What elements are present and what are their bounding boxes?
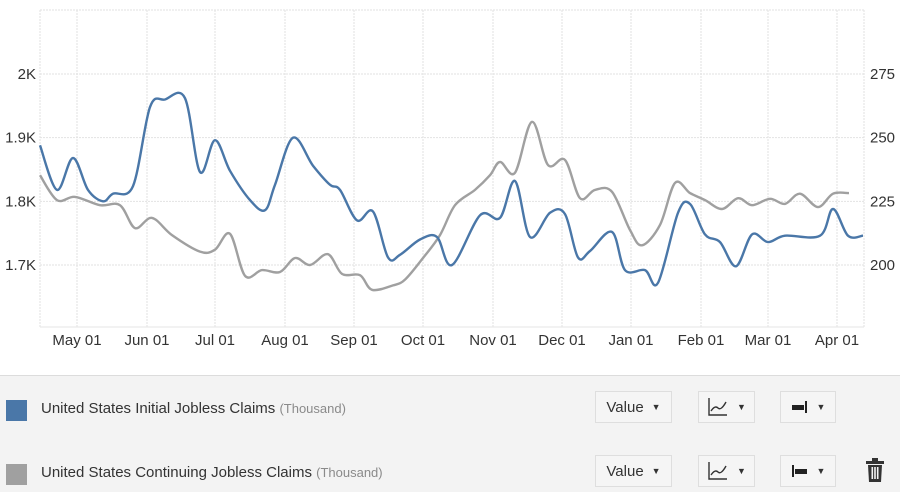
value-dropdown[interactable]: Value ▼ <box>595 455 672 487</box>
right-axis-tick: 200 <box>870 257 895 274</box>
left-axis-tick: 1.7K <box>5 257 36 274</box>
chart-type-dropdown[interactable]: ▼ <box>698 455 755 487</box>
x-axis-tick: Dec 01 <box>538 332 586 349</box>
x-axis-tick: Jun 01 <box>124 332 169 349</box>
left-axis-icon <box>791 465 807 477</box>
series-title: United States Initial Jobless Claims <box>41 400 276 417</box>
series-unit: (Thousand) <box>279 401 346 416</box>
line-chart: 1.7K 1.8K 1.9K 2K 200 225 250 275 May 01 Jun 01 Ju… <box>5 9 895 349</box>
value-dropdown-label: Value <box>606 462 644 480</box>
caret-down-icon: ▼ <box>737 402 746 412</box>
legend-row-continuing-claims: United States Continuing Jobless Claims … <box>0 455 900 489</box>
x-axis-tick: Mar 01 <box>745 332 792 349</box>
series-color-swatch[interactable] <box>6 464 27 485</box>
legend-panel: United States Initial Jobless Claims (Th… <box>0 375 900 492</box>
chart-type-dropdown[interactable]: ▼ <box>698 391 755 423</box>
series-name: United States Continuing Jobless Claims … <box>41 464 383 481</box>
continuing-claims-line[interactable] <box>38 120 850 292</box>
x-axis-tick: May 01 <box>52 332 101 349</box>
series-color-swatch[interactable] <box>6 400 27 421</box>
x-axis-tick: Aug 01 <box>261 332 309 349</box>
caret-down-icon: ▼ <box>816 402 826 412</box>
x-axis-tick: Sep 01 <box>330 332 378 349</box>
series-unit: (Thousand) <box>316 465 383 480</box>
axis-dropdown[interactable]: ▼ <box>780 455 836 487</box>
x-axis-tick: Jan 01 <box>608 332 653 349</box>
line-chart-icon <box>708 462 728 480</box>
right-axis-tick: 250 <box>870 130 895 147</box>
x-axis-tick: Feb 01 <box>678 332 725 349</box>
line-chart-icon <box>708 398 728 416</box>
value-dropdown-label: Value <box>606 398 644 416</box>
left-axis-tick: 1.9K <box>5 130 36 147</box>
right-axis-tick: 225 <box>870 193 895 210</box>
series-title: United States Continuing Jobless Claims <box>41 464 312 481</box>
caret-down-icon: ▼ <box>651 466 661 476</box>
left-axis-tick: 1.8K <box>5 193 36 210</box>
caret-down-icon: ▼ <box>737 466 746 476</box>
value-dropdown[interactable]: Value ▼ <box>595 391 672 423</box>
right-axis-icon <box>791 401 807 413</box>
x-axis-tick: Nov 01 <box>469 332 517 349</box>
initial-claims-line[interactable] <box>38 91 864 287</box>
chart-area: 1.7K 1.8K 1.9K 2K 200 225 250 275 May 01 Jun 01 Ju… <box>5 9 896 349</box>
right-axis-tick: 275 <box>870 66 895 83</box>
delete-series-button[interactable] <box>864 457 886 483</box>
x-axis-tick: Apr 01 <box>815 332 859 349</box>
caret-down-icon: ▼ <box>651 402 661 412</box>
axis-dropdown[interactable]: ▼ <box>780 391 836 423</box>
trash-icon <box>866 458 884 482</box>
series-name: United States Initial Jobless Claims (Th… <box>41 400 346 417</box>
left-axis-tick: 2K <box>18 66 36 83</box>
x-axis-tick: Jul 01 <box>195 332 235 349</box>
caret-down-icon: ▼ <box>816 466 826 476</box>
legend-row-initial-claims: United States Initial Jobless Claims (Th… <box>0 391 900 425</box>
x-axis-tick: Oct 01 <box>401 332 445 349</box>
